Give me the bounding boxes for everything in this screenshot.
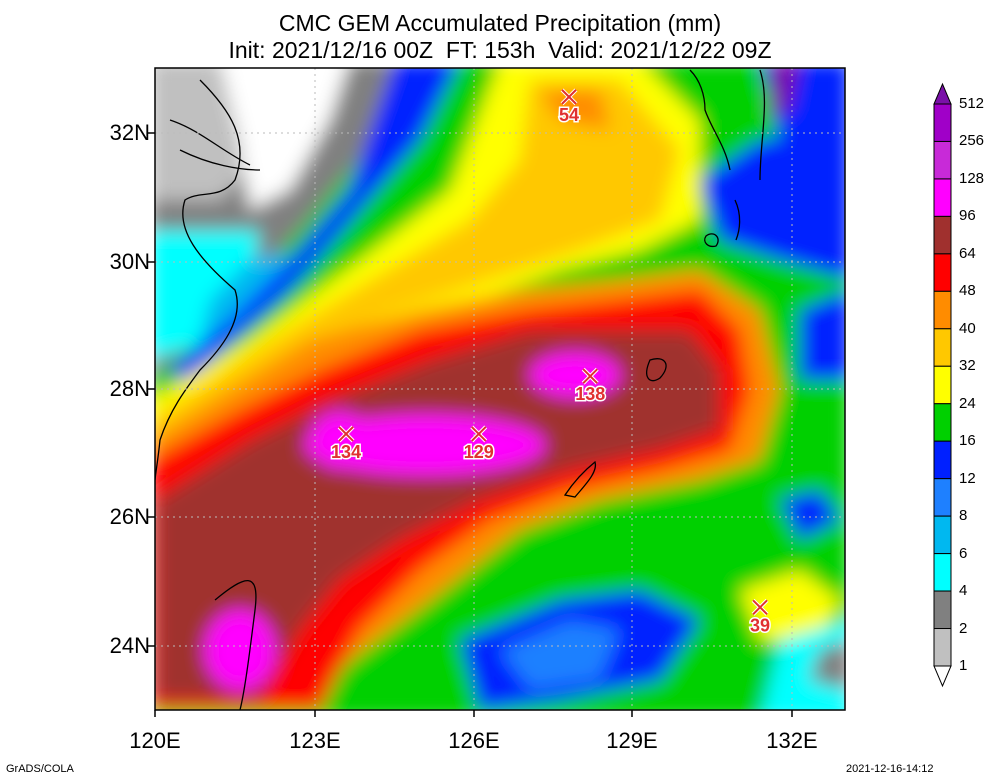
colorbar-swatch	[933, 253, 952, 292]
colorbar-level-label: 6	[959, 544, 968, 562]
map-subtitle: Init: 2021/12/16 00Z FT: 153h Valid: 202…	[228, 37, 772, 63]
max-marker: 39	[749, 598, 772, 637]
coastlines	[155, 69, 766, 710]
marker-cross-icon	[752, 599, 768, 615]
colorbar-level-label: 256	[959, 132, 985, 150]
colorbar-level-label: 8	[959, 507, 968, 525]
y-tick-26n: 26N	[109, 504, 150, 529]
marker-cross-icon	[561, 89, 577, 105]
colorbar-swatch	[933, 103, 952, 142]
x-tick-123e: 123E	[289, 728, 341, 753]
colorbar-top-arrow	[933, 82, 952, 105]
colorbar-swatch	[933, 290, 952, 330]
precip-field	[155, 68, 845, 710]
colorbar-swatch	[933, 628, 952, 667]
max-markers: 54 138 134 129 39	[330, 88, 772, 637]
marker-value: 39	[750, 615, 770, 635]
colorbar-level-label: 2	[959, 619, 968, 637]
y-tick-28n: 28N	[109, 376, 150, 401]
colorbar-level-label: 24	[959, 394, 976, 412]
colorbar-swatch	[933, 440, 952, 480]
footer-timestamp: 2021-12-16-14:12	[846, 763, 934, 775]
colorbar-level-label: 12	[959, 469, 976, 487]
marker-value: 129	[464, 442, 494, 462]
colorbar	[933, 82, 952, 688]
max-marker: 129	[462, 425, 495, 463]
y-tick-32n: 32N	[109, 120, 150, 145]
colorbar-swatch	[933, 328, 952, 367]
marker-value: 134	[331, 442, 361, 462]
colorbar-level-label: 64	[959, 244, 976, 262]
colorbar-swatch	[933, 590, 952, 630]
colorbar-level-label: 32	[959, 357, 976, 375]
x-tick-120e: 120E	[129, 728, 181, 753]
x-tick-132e: 132E	[766, 728, 818, 753]
max-marker: 54	[557, 88, 581, 126]
y-tick-30n: 30N	[109, 249, 150, 274]
colorbar-swatch	[933, 178, 952, 217]
marker-cross-icon	[338, 426, 354, 442]
colorbar-swatch	[933, 403, 952, 442]
colorbar-swatch	[933, 478, 952, 517]
colorbar-level-label: 128	[959, 169, 985, 187]
graticule	[155, 68, 845, 710]
colorbar-level-label: 48	[959, 282, 976, 300]
marker-value: 138	[575, 384, 605, 404]
marker-cross-icon	[471, 426, 487, 442]
colorbar-level-label: 40	[959, 319, 976, 337]
colorbar-swatch	[933, 553, 952, 592]
tick-marks	[148, 132, 793, 717]
colorbar-swatch	[933, 515, 952, 555]
y-tick-24n: 24N	[109, 633, 150, 658]
marker-value: 54	[559, 105, 579, 125]
colorbar-swatch	[933, 140, 952, 180]
colorbar-level-label: 4	[959, 582, 968, 600]
max-marker: 134	[330, 425, 363, 463]
colorbar-level-label: 512	[959, 95, 985, 112]
colorbar-swatch	[933, 215, 952, 255]
colorbar-level-label: 16	[959, 432, 976, 450]
x-tick-129e: 129E	[606, 728, 658, 753]
colorbar-swatch	[933, 365, 952, 405]
footer-credit: GrADS/COLA	[6, 763, 74, 775]
colorbar-level-label: 1	[959, 657, 968, 674]
x-tick-126e: 126E	[448, 728, 500, 753]
colorbar-bottom-arrow	[933, 665, 952, 688]
marker-cross-icon	[582, 368, 598, 384]
max-marker: 138	[574, 367, 607, 406]
map-title: CMC GEM Accumulated Precipitation (mm)	[278, 10, 722, 36]
colorbar-level-label: 96	[959, 207, 976, 225]
